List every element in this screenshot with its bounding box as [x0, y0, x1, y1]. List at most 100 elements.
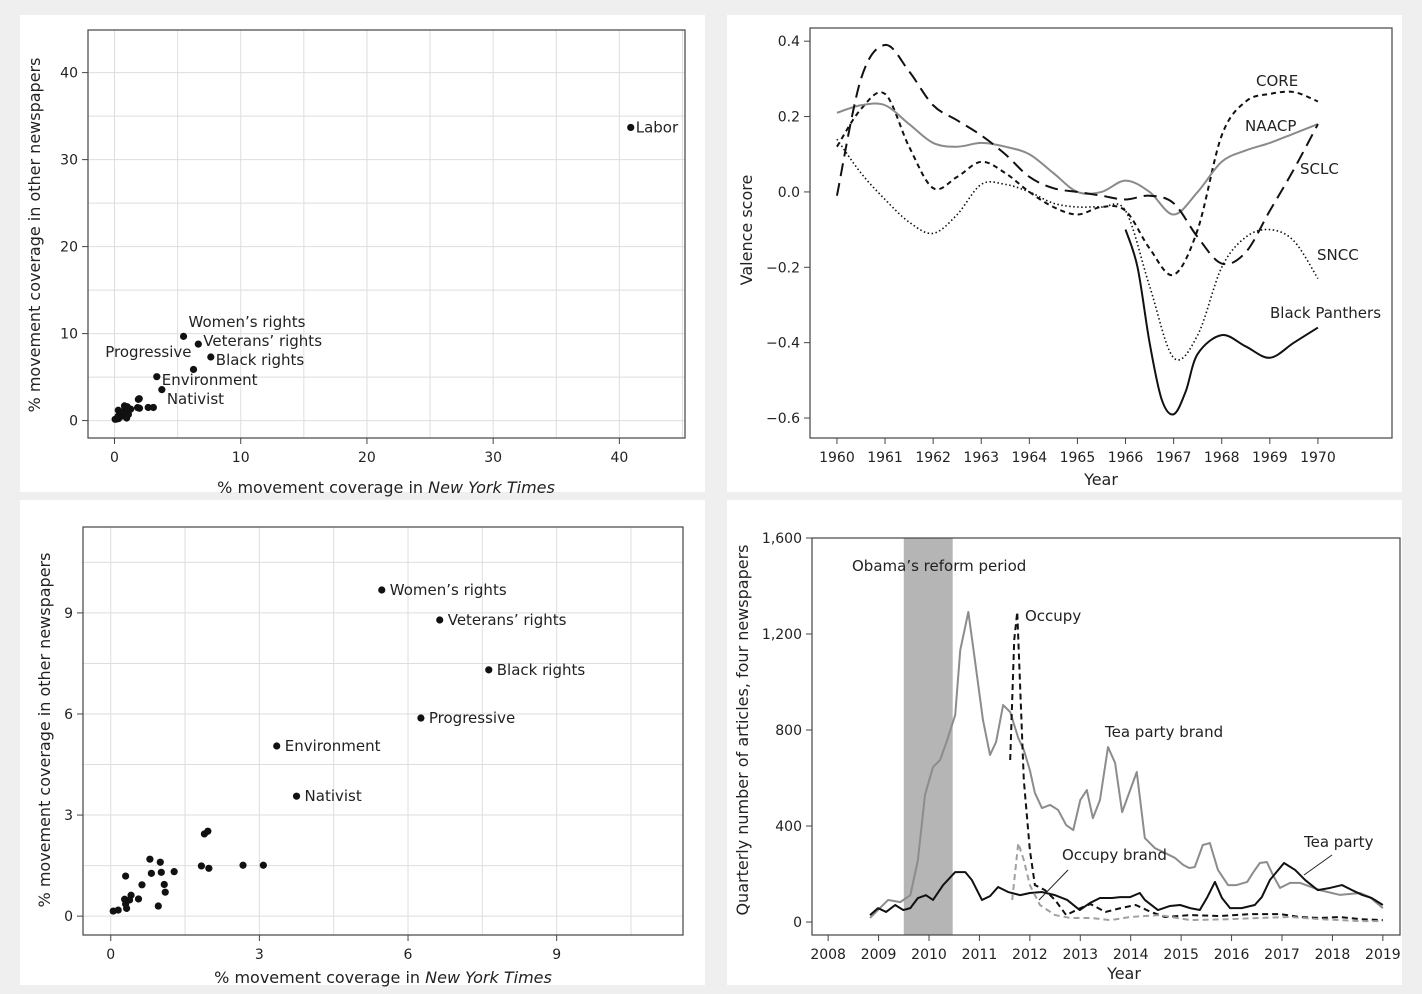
data-point [194, 340, 202, 348]
series-line-occupy-brand [1011, 842, 1383, 923]
x-tick-label: 3 [255, 947, 264, 963]
series-label: Occupy [1025, 607, 1081, 625]
data-point [436, 616, 444, 624]
data-point [273, 742, 281, 750]
data-point [259, 861, 267, 869]
data-point [378, 586, 386, 594]
data-point [158, 386, 166, 394]
data-point [197, 862, 206, 870]
y-tick-label: −0.2 [766, 260, 800, 276]
tea-party-leader-line [1303, 854, 1333, 876]
x-tick-label: 2016 [1214, 947, 1250, 963]
data-point [205, 864, 213, 872]
chart-panel-4: Obama’s reform period 2008 2009 2010 2011 201… [727, 500, 1402, 985]
x-tick-label: 1962 [915, 450, 951, 466]
panel-background [20, 15, 705, 492]
y-tick-label: 1,200 [762, 627, 802, 643]
x-axis-title-prefix: % movement coverage in [217, 478, 428, 497]
y-tick-label: 0.4 [778, 34, 800, 50]
data-point [160, 880, 168, 889]
panel-background [20, 500, 705, 985]
y-tick-label: 6 [64, 707, 73, 723]
y-tick-label: 400 [775, 819, 802, 835]
data-point [292, 792, 301, 800]
y-axis-title: Valence score [737, 175, 756, 286]
y-tick-label: −0.6 [766, 411, 800, 427]
data-point [239, 861, 247, 869]
data-point [207, 353, 215, 361]
x-tick-label: 2012 [1012, 947, 1048, 963]
point-label: Black rights [216, 351, 305, 369]
x-tick-label: 2013 [1062, 947, 1098, 963]
x-tick-label: 1970 [1300, 450, 1336, 466]
point-label: Progressive [429, 709, 515, 727]
shaded-period-label: Obama’s reform period [852, 557, 1026, 575]
x-tick-label: 2019 [1365, 947, 1401, 963]
data-point [114, 906, 122, 914]
series-line-sncc [836, 138, 1319, 361]
x-tick-label: 40 [610, 450, 628, 466]
point-label: Black rights [497, 661, 586, 679]
y-axis-title: Quarterly number of articles, four newsp… [733, 544, 752, 915]
data-point [417, 714, 425, 722]
x-tick-label: 1965 [1060, 450, 1096, 466]
x-tick-label: 2017 [1264, 947, 1300, 963]
x-axis-title-italic: New York Times [425, 968, 552, 987]
y-tick-label: 30 [60, 153, 78, 169]
y-axis-title: % movement coverage in other newspapers [35, 553, 54, 908]
point-label: Veterans’ rights [448, 611, 567, 629]
data-point [149, 403, 157, 412]
plot-frame [82, 526, 684, 936]
y-tick-label: 0 [793, 915, 802, 931]
x-tick-label: 1968 [1204, 450, 1240, 466]
data-point [156, 858, 164, 866]
x-tick-label: 0 [110, 450, 119, 466]
chart-panel-1: 0 10 20 30 40 0 10 20 30 40 % movement coverage in… [20, 15, 705, 497]
y-tick-label: 800 [775, 723, 802, 739]
point-label: Environment [285, 737, 381, 755]
data-point [170, 868, 178, 876]
x-tick-label: 1960 [819, 450, 855, 466]
x-tick-label: 1961 [867, 450, 903, 466]
shaded-period [903, 538, 953, 935]
x-tick-label: 2010 [911, 947, 947, 963]
data-point [144, 403, 152, 412]
data-point [627, 123, 635, 132]
point-label: Women’s rights [390, 581, 507, 599]
y-tick-label: 10 [60, 327, 78, 343]
y-tick-label: −0.4 [766, 336, 800, 352]
x-tick-label: 9 [552, 947, 561, 963]
x-tick-label: 2015 [1163, 947, 1199, 963]
data-point [161, 888, 169, 896]
data-point [134, 895, 143, 903]
y-tick-label: 9 [64, 606, 73, 622]
data-point [123, 414, 131, 422]
data-point [153, 373, 161, 381]
y-axis-title: % movement coverage in other newspapers [25, 58, 44, 413]
panel-background [727, 500, 1402, 985]
point-label: Nativist [167, 390, 224, 408]
series-label: Occupy brand [1062, 846, 1167, 864]
series-line-black-panthers [1124, 229, 1319, 416]
panel-background [727, 15, 1402, 492]
series-label: CORE [1256, 72, 1298, 90]
x-tick-label: 2018 [1315, 947, 1351, 963]
point-label: Labor [636, 118, 679, 136]
point-label: Progressive [105, 343, 191, 361]
data-point [204, 827, 212, 835]
data-point [157, 868, 165, 876]
plot-frame [811, 537, 1401, 936]
x-axis-title: Year [1106, 964, 1141, 983]
y-tick-label: 3 [64, 808, 73, 824]
y-tick-label: 20 [60, 240, 78, 256]
point-label: Veterans’ rights [203, 332, 322, 350]
x-tick-label: 10 [232, 450, 250, 466]
series-line-sclc [835, 43, 1319, 266]
y-tick-label: 0.2 [778, 110, 800, 126]
x-tick-label: 2014 [1113, 947, 1149, 963]
data-point [189, 365, 198, 374]
x-axis-title: % movement coverage in New York Times [217, 478, 555, 497]
chart-panel-2: 1960 1961 1962 1963 1964 1965 1966 1967 1968 1969… [727, 15, 1402, 492]
